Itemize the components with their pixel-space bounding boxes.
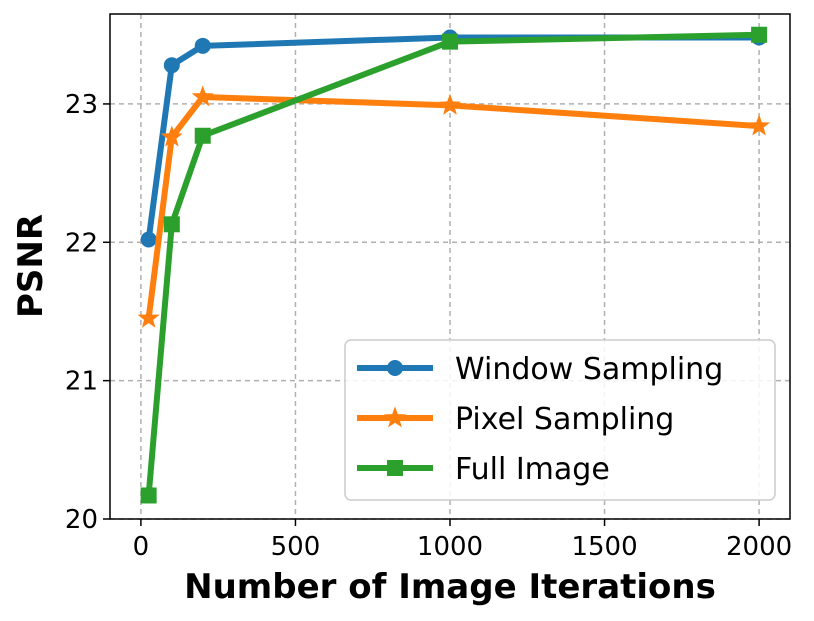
legend-entry-window-sampling: Window Sampling (357, 352, 723, 387)
y-tick-label: 20 (65, 505, 98, 535)
full-image-point (442, 33, 458, 50)
legend-entry-full-image: Full Image (357, 452, 610, 487)
legend-swatch-marker (387, 360, 403, 376)
series-full-image (140, 26, 768, 504)
legend-label: Full Image (455, 452, 610, 487)
pixel-sampling-point (160, 125, 183, 147)
legend-entry-pixel-sampling: Pixel Sampling (357, 402, 674, 437)
full-image-point (163, 216, 180, 233)
y-tick-label: 23 (65, 90, 98, 120)
window-sampling-point (194, 37, 211, 54)
legend-label: Window Sampling (455, 352, 723, 387)
axis-ticks: 0 500 1000 1500 2000 20 21 22 23 (65, 90, 792, 562)
full-image-point (751, 26, 768, 43)
x-tick-label: 1500 (571, 532, 637, 562)
full-image-point (140, 487, 157, 504)
y-axis-label: PSNR (11, 214, 51, 318)
x-tick-label: 0 (133, 532, 150, 562)
series-layer (137, 26, 771, 504)
legend-label: Pixel Sampling (455, 402, 674, 437)
legend-swatch-marker (387, 460, 403, 476)
x-tick-label: 1000 (417, 532, 483, 562)
window-sampling-line (145, 34, 763, 243)
series-pixel-sampling (137, 85, 771, 328)
legend: Window Sampling Pixel Sampling Full Image (344, 339, 776, 501)
pixel-sampling-line (145, 94, 763, 322)
window-sampling-point (140, 231, 157, 248)
x-tick-label: 500 (271, 532, 321, 562)
y-tick-label: 22 (65, 228, 98, 258)
x-tick-label: 2000 (726, 532, 792, 562)
series-window-sampling (140, 29, 768, 248)
pixel-sampling-point (191, 85, 214, 107)
pixel-sampling-point (137, 306, 160, 328)
window-sampling-point (163, 57, 180, 74)
full-image-point (194, 127, 211, 144)
legend-swatch-marker (383, 406, 407, 428)
legend-box (344, 339, 776, 501)
y-tick-label: 21 (65, 367, 98, 397)
x-axis-label: Number of Image Iterations (184, 567, 716, 607)
pixel-sampling-point (748, 114, 771, 136)
pixel-sampling-point (438, 93, 462, 115)
